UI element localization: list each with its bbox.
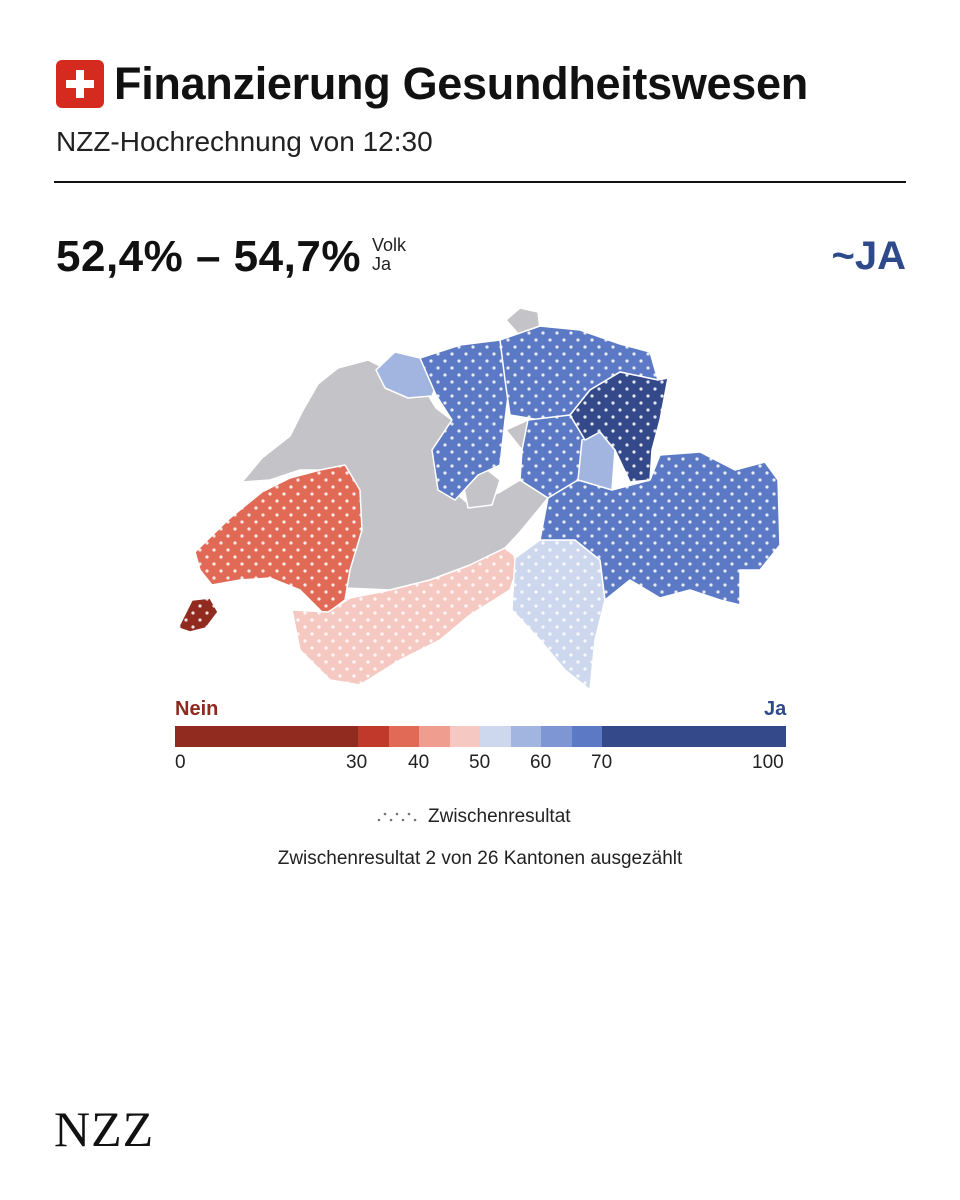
scale-tick: 70 bbox=[591, 752, 613, 773]
swiss-flag-icon bbox=[56, 60, 104, 108]
count-note: Zwischenresultat 2 von 26 Kantonen ausge… bbox=[277, 848, 683, 869]
legend-ja-label: Ja bbox=[764, 698, 787, 720]
scale-tick: 40 bbox=[408, 752, 430, 773]
switzerland-canton-map bbox=[177, 307, 781, 691]
nzz-logo: NZZ bbox=[54, 1101, 155, 1157]
page-title: Finanzierung Gesundheitswesen bbox=[114, 58, 808, 109]
scale-band-65-70 bbox=[572, 726, 602, 747]
header-divider bbox=[54, 181, 906, 183]
scale-band-30-35 bbox=[358, 726, 389, 747]
scale-band-45-50 bbox=[450, 726, 480, 747]
verdict-badge: ~JA bbox=[831, 234, 907, 278]
scale-tick: 0 bbox=[175, 752, 186, 773]
dot-pattern-icon bbox=[377, 812, 417, 822]
result-range: 52,4% – 54,7% bbox=[56, 232, 361, 281]
scale-band-0-30 bbox=[175, 726, 358, 747]
scale-tick: 30 bbox=[346, 752, 368, 773]
scale-tick: 60 bbox=[530, 752, 552, 773]
legend-nein-label: Nein bbox=[175, 698, 219, 720]
interim-legend: Zwischenresultat bbox=[376, 806, 571, 828]
title-row: Finanzierung Gesundheitswesen bbox=[56, 58, 808, 110]
interim-label: Zwischenresultat bbox=[428, 806, 571, 827]
result-label-volk: Volk bbox=[372, 235, 407, 255]
scale-band-35-40 bbox=[389, 726, 419, 747]
result-labels: Volk Ja bbox=[372, 236, 406, 274]
scale-band-55-60 bbox=[511, 726, 541, 747]
scale-band-40-45 bbox=[419, 726, 450, 747]
color-scale bbox=[175, 726, 786, 747]
result-label-ja: Ja bbox=[372, 254, 392, 274]
scale-tick: 50 bbox=[469, 752, 491, 773]
page-subtitle: NZZ-Hochrechnung von 12:30 bbox=[56, 126, 433, 157]
scale-band-60-65 bbox=[541, 726, 572, 747]
scale-band-70-100 bbox=[602, 726, 786, 747]
scale-band-50-55 bbox=[480, 726, 511, 747]
scale-tick: 100 bbox=[752, 752, 784, 773]
